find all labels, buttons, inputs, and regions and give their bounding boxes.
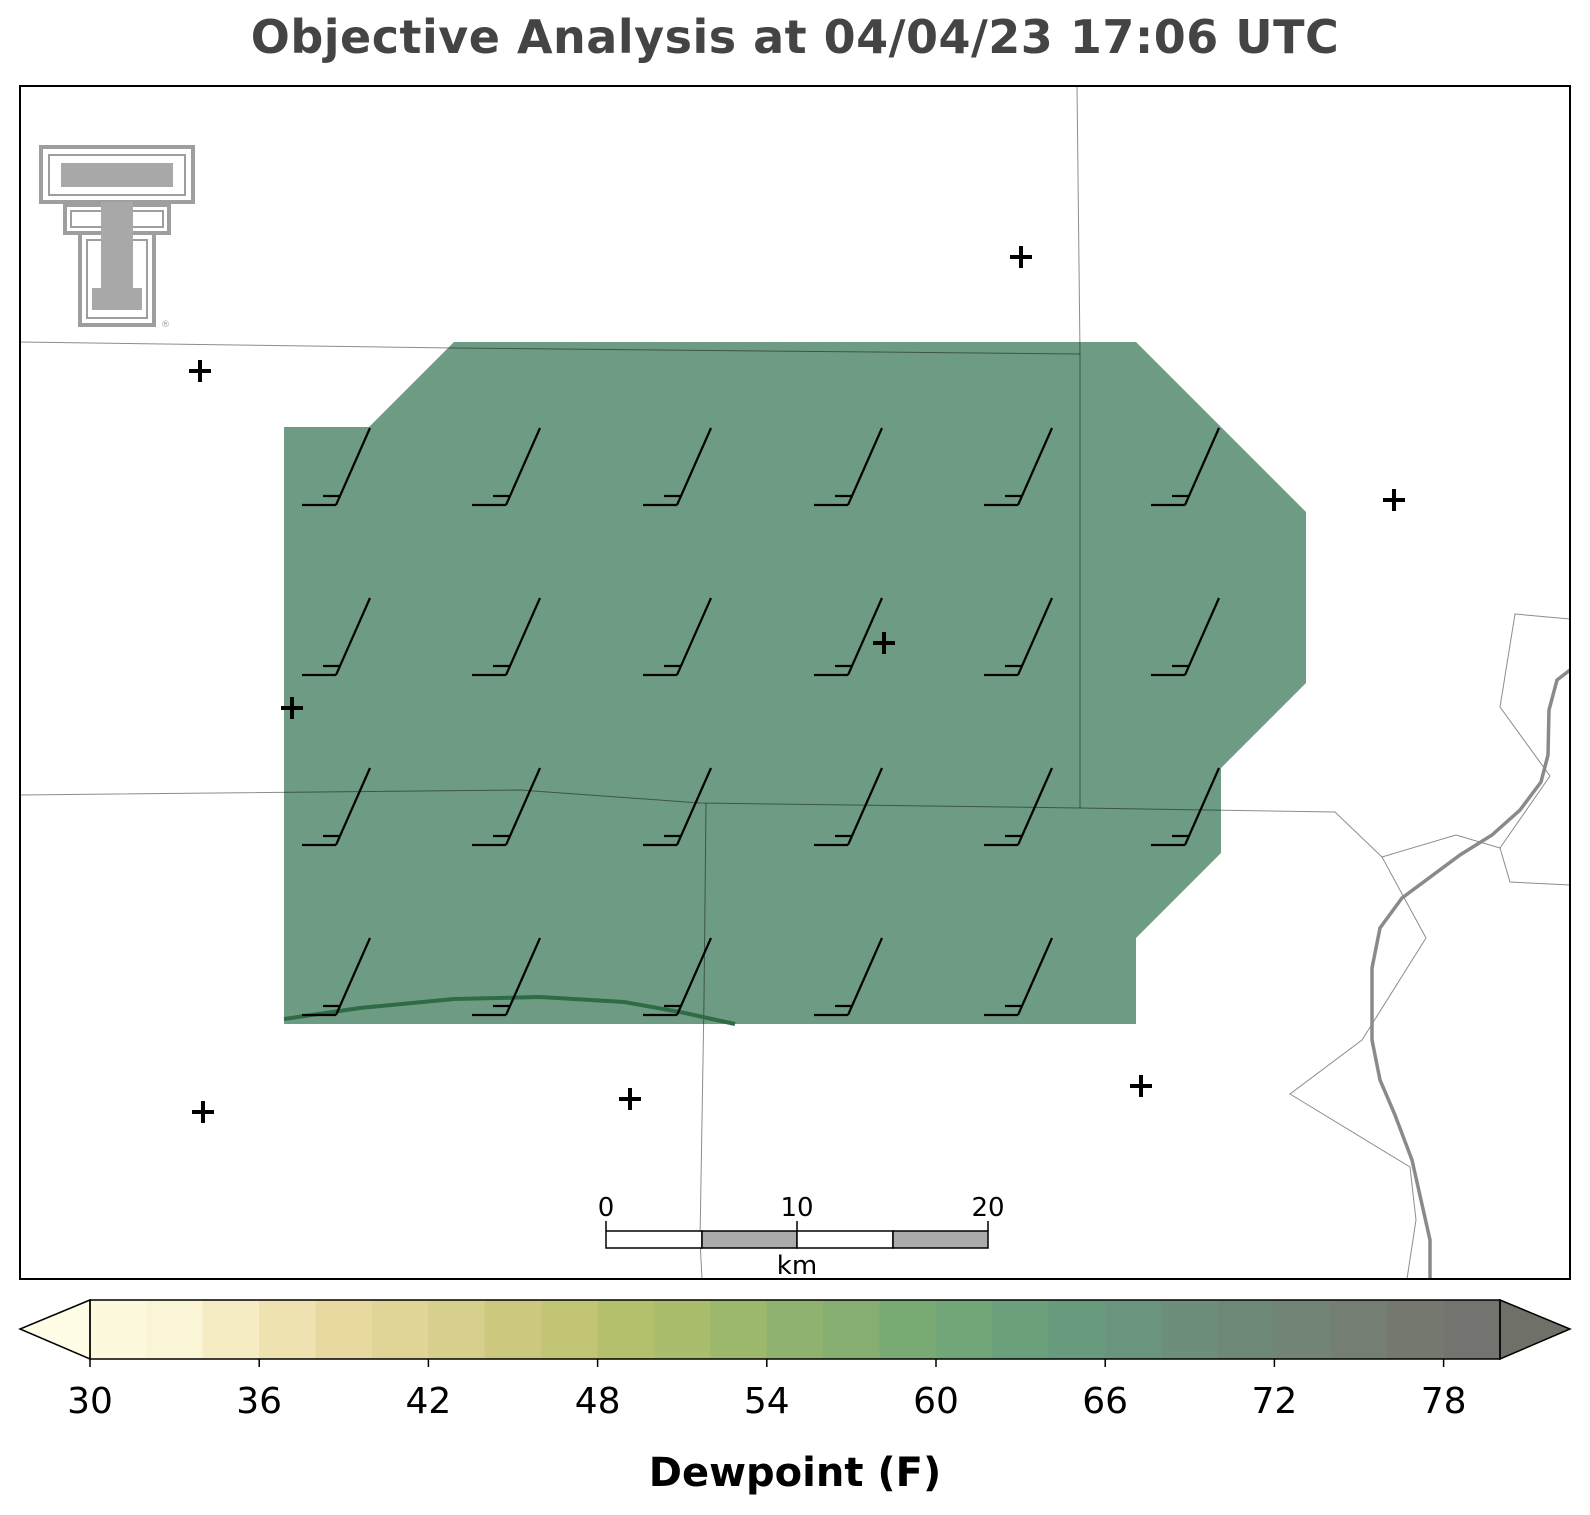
- colorbar-swatch: [654, 1300, 711, 1359]
- colorbar: 30 36 42 48 54 60 66 72 78 Dewpoint (F): [18, 1298, 1572, 1496]
- colorbar-swatch: [1274, 1300, 1332, 1359]
- colorbar-swatch: [428, 1300, 486, 1359]
- wind-barb: [814, 597, 884, 677]
- wind-barb: [984, 597, 1054, 677]
- colorbar-swatch: [1105, 1300, 1163, 1359]
- colorbar-swatch: [1218, 1300, 1275, 1359]
- wind-barb: [643, 767, 713, 847]
- wind-barb: [472, 767, 542, 847]
- colorbar-swatch: [766, 1300, 824, 1359]
- station-markers: [189, 246, 1405, 1123]
- map-frame: [19, 85, 1571, 1280]
- wind-barb: [814, 767, 884, 847]
- colorbar-swatch: [1048, 1300, 1106, 1359]
- colorbar-tick-label: 78: [1421, 1381, 1467, 1422]
- wind-barb: [814, 427, 884, 507]
- colorbar-over-arrow: [1499, 1298, 1572, 1361]
- county-line: [1381, 834, 1570, 886]
- colorbar-swatch: [259, 1300, 317, 1359]
- scale-unit: km: [777, 1251, 817, 1281]
- wind-barb: [814, 937, 884, 1017]
- county-line: [699, 802, 707, 1279]
- map-area: ® 0 10 20 km: [20, 86, 1570, 1281]
- colorbar-tick-label: 30: [67, 1381, 113, 1422]
- wind-barb: [1151, 427, 1221, 507]
- wind-barb: [302, 937, 372, 1017]
- colorbar-swatch: [1161, 1300, 1219, 1359]
- station-marker: [192, 1101, 214, 1123]
- colorbar-swatch: [1387, 1300, 1445, 1359]
- colorbar-swatch: [823, 1300, 881, 1359]
- wind-barbs: [302, 427, 1221, 1017]
- station-marker: [189, 360, 211, 382]
- scale-label-10: 10: [780, 1193, 813, 1223]
- county-line: [1076, 86, 1081, 808]
- colorbar-swatch: [710, 1300, 768, 1359]
- colorbar-swatch: [202, 1300, 260, 1359]
- colorbar-under-arrow: [18, 1298, 91, 1361]
- wind-barb: [472, 427, 542, 507]
- county-line: [1499, 613, 1570, 849]
- colorbar-swatch: [936, 1300, 993, 1359]
- wind-barb: [302, 597, 372, 677]
- svg-text:®: ®: [161, 320, 170, 330]
- wind-barb: [302, 427, 372, 507]
- station-marker: [873, 632, 895, 654]
- wind-barb: [643, 937, 713, 1017]
- wind-barb: [984, 767, 1054, 847]
- wind-barb: [1151, 767, 1221, 847]
- colorbar-tick-label: 60: [913, 1381, 959, 1422]
- wind-barb: [472, 937, 542, 1017]
- dewpoint-analysis-region: [284, 342, 1306, 1024]
- colorbar-tick-label: 42: [405, 1381, 451, 1422]
- colorbar-swatch: [90, 1300, 147, 1359]
- colorbar-label: Dewpoint (F): [649, 1450, 942, 1496]
- dewpoint-contour: [283, 994, 736, 1026]
- colorbar-swatch: [992, 1300, 1050, 1359]
- wind-barb: [984, 427, 1054, 507]
- wind-barb: [643, 597, 713, 677]
- texas-tech-double-t-logo: ®: [39, 145, 195, 330]
- colorbar-tick-label: 72: [1251, 1381, 1297, 1422]
- river-line: [1370, 668, 1570, 1279]
- scale-label-0: 0: [598, 1193, 615, 1223]
- colorbar-swatch: [541, 1300, 599, 1359]
- colorbar-swatch: [1443, 1300, 1501, 1359]
- scale-bar: 0 10 20 km: [598, 1193, 1005, 1281]
- wind-barb: [1151, 597, 1221, 677]
- colorbar-swatch: [597, 1300, 655, 1359]
- wind-barb: [472, 597, 542, 677]
- colorbar-tick-label: 36: [236, 1381, 282, 1422]
- wind-barb: [302, 767, 372, 847]
- colorbar-tick-label: 66: [1082, 1381, 1128, 1422]
- county-line: [20, 341, 1081, 355]
- map-title: Objective Analysis at 04/04/23 17:06 UTC: [250, 10, 1340, 64]
- colorbar-tick-label: 54: [744, 1381, 790, 1422]
- station-marker: [1383, 489, 1405, 511]
- colorbar-swatch: [315, 1300, 373, 1359]
- station-marker: [1130, 1075, 1152, 1097]
- colorbar-swatch: [372, 1300, 429, 1359]
- scale-label-20: 20: [971, 1193, 1004, 1223]
- wind-barb: [984, 937, 1054, 1017]
- colorbar-swatch: [484, 1300, 542, 1359]
- station-marker: [619, 1088, 641, 1110]
- station-marker: [281, 697, 303, 719]
- colorbar-swatch: [1330, 1300, 1388, 1359]
- colorbar-swatch: [879, 1300, 937, 1359]
- wind-barb: [643, 427, 713, 507]
- colorbar-tick-label: 48: [575, 1381, 621, 1422]
- colorbar-swatch: [146, 1300, 204, 1359]
- station-marker: [1010, 246, 1032, 268]
